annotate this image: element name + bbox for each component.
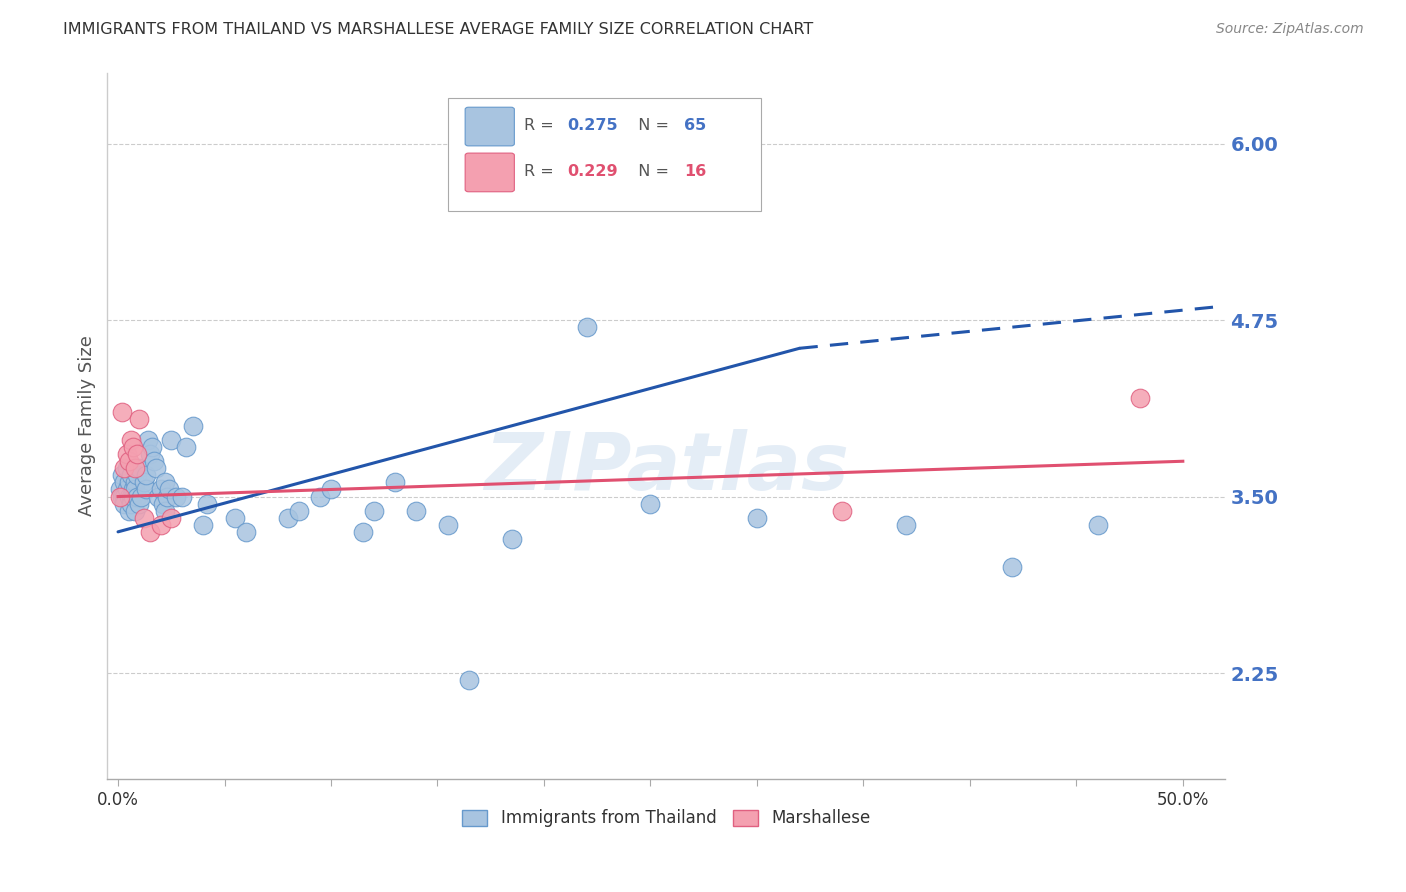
Point (111, 490, 134, 504)
Point (120, 468, 142, 483)
Point (1129, 391, 1152, 405)
Point (136, 433, 159, 447)
Point (122, 440, 145, 454)
Point (115, 461, 138, 475)
Point (745, 510, 768, 524)
FancyBboxPatch shape (465, 153, 515, 192)
Point (309, 490, 332, 504)
Point (405, 503, 427, 517)
Point (118, 454, 141, 468)
Point (120, 433, 142, 447)
Point (1087, 517, 1109, 532)
Point (352, 524, 374, 539)
Point (156, 490, 179, 504)
Point (160, 433, 183, 447)
Point (124, 483, 146, 497)
Point (181, 419, 204, 434)
Point (127, 468, 149, 483)
Point (118, 475, 141, 490)
Point (108, 483, 131, 497)
Text: 16: 16 (685, 164, 707, 178)
Text: Source: ZipAtlas.com: Source: ZipAtlas.com (1216, 22, 1364, 37)
Point (120, 490, 142, 504)
Point (174, 440, 197, 454)
Point (640, 497, 662, 511)
Text: N =: N = (628, 118, 675, 133)
Point (145, 461, 167, 475)
Text: 0.229: 0.229 (567, 164, 617, 178)
Text: R =: R = (524, 118, 560, 133)
Y-axis label: Average Family Size: Average Family Size (79, 335, 96, 516)
Point (1001, 560, 1024, 574)
Point (157, 483, 180, 497)
Point (160, 510, 183, 524)
Point (127, 490, 149, 504)
Point (277, 510, 299, 524)
Point (112, 475, 135, 490)
Point (131, 490, 153, 504)
Point (501, 532, 523, 546)
Point (437, 517, 460, 532)
Point (127, 447, 149, 461)
Point (575, 320, 598, 334)
Text: IMMIGRANTS FROM THAILAND VS MARSHALLESE AVERAGE FAMILY SIZE CORRELATION CHART: IMMIGRANTS FROM THAILAND VS MARSHALLESE … (63, 22, 814, 37)
Point (148, 490, 170, 504)
Point (122, 483, 145, 497)
Point (111, 468, 134, 483)
Point (124, 461, 146, 475)
FancyBboxPatch shape (449, 98, 762, 211)
Point (141, 440, 163, 454)
Point (115, 447, 138, 461)
Text: R =: R = (524, 164, 560, 178)
Point (153, 475, 176, 490)
Point (170, 490, 193, 504)
Point (132, 510, 155, 524)
Point (288, 503, 311, 517)
Point (384, 475, 406, 490)
Point (894, 517, 917, 532)
Text: 0.275: 0.275 (567, 118, 617, 133)
Point (149, 483, 172, 497)
Point (139, 447, 162, 461)
Point (319, 483, 342, 497)
Point (135, 468, 157, 483)
Point (118, 490, 141, 504)
Point (363, 503, 385, 517)
Point (224, 510, 246, 524)
Point (118, 503, 141, 517)
Point (132, 475, 155, 490)
Point (152, 497, 174, 511)
FancyBboxPatch shape (465, 107, 515, 146)
Point (112, 497, 135, 511)
Point (153, 503, 176, 517)
Point (112, 461, 135, 475)
Point (120, 497, 142, 511)
Point (112, 490, 135, 504)
Legend: Immigrants from Thailand, Marshallese: Immigrants from Thailand, Marshallese (456, 803, 877, 834)
Point (139, 524, 162, 539)
Point (111, 405, 134, 419)
Point (831, 503, 853, 517)
Point (197, 497, 219, 511)
Point (115, 483, 138, 497)
Point (124, 503, 146, 517)
Point (193, 517, 215, 532)
Point (124, 475, 146, 490)
Point (122, 490, 145, 504)
Point (149, 517, 172, 532)
Point (108, 490, 131, 504)
Point (128, 461, 150, 475)
Text: ZIPatlas: ZIPatlas (484, 429, 849, 508)
Point (165, 490, 187, 504)
Point (235, 524, 257, 539)
Point (458, 673, 481, 687)
Point (128, 412, 150, 426)
Point (128, 497, 150, 511)
Text: 65: 65 (685, 118, 707, 133)
Text: N =: N = (628, 164, 675, 178)
Point (135, 483, 157, 497)
Point (143, 454, 166, 468)
